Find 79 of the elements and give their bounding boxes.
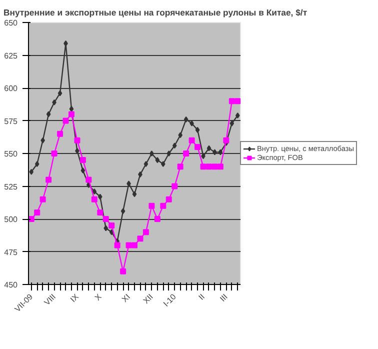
point <box>177 164 184 170</box>
point <box>200 164 206 170</box>
point <box>223 137 230 144</box>
y-tick-label: 650 <box>4 18 18 28</box>
point <box>155 157 160 164</box>
point <box>62 118 69 124</box>
point <box>68 111 74 118</box>
point <box>132 191 137 198</box>
point <box>206 145 212 152</box>
point <box>51 150 58 156</box>
point <box>166 150 172 156</box>
point <box>206 164 212 170</box>
point <box>69 106 74 112</box>
x-tick-label: X <box>93 292 104 302</box>
point <box>195 126 200 133</box>
x-tick-label: XII <box>142 292 155 306</box>
point <box>29 168 34 175</box>
point <box>126 242 132 248</box>
y-tick-label: 550 <box>4 150 18 158</box>
y-tick-label: 450 <box>4 280 18 290</box>
point <box>194 144 201 150</box>
point <box>120 208 126 214</box>
point <box>160 202 166 209</box>
point <box>102 216 109 222</box>
point <box>57 130 64 137</box>
point <box>212 164 218 170</box>
point <box>228 98 235 104</box>
point <box>172 142 177 149</box>
x-tick-label: III <box>218 292 230 304</box>
point <box>80 157 86 164</box>
point <box>172 183 178 190</box>
x-tick-label: VIII <box>42 292 58 308</box>
point <box>234 98 240 104</box>
y-tick-label: 500 <box>4 215 18 224</box>
point <box>160 160 166 167</box>
point <box>34 209 40 216</box>
y-tick-label: 525 <box>4 182 18 192</box>
point <box>144 160 148 167</box>
point <box>132 242 138 248</box>
x-tick-label: II <box>196 292 206 302</box>
point <box>80 168 86 174</box>
point <box>148 202 155 209</box>
point <box>109 229 114 236</box>
point <box>86 176 92 183</box>
chart-title: Внутренние и экспортные цены на горячекатаные рулоны в Китае, $/т <box>4 8 308 18</box>
point <box>150 150 154 156</box>
y-tick-label: 575 <box>4 116 18 126</box>
point <box>98 194 102 200</box>
point <box>104 225 108 232</box>
x-tick-label: I-10 <box>162 292 178 308</box>
point <box>74 137 80 144</box>
point <box>235 112 240 119</box>
point <box>91 196 98 202</box>
point <box>46 176 52 183</box>
point <box>28 216 34 222</box>
point <box>218 149 223 156</box>
x-tick-label: XI <box>120 292 132 304</box>
y-tick-label: 600 <box>4 84 18 93</box>
point <box>183 150 190 156</box>
point <box>184 116 188 122</box>
point <box>58 90 62 96</box>
y-tick-label: 625 <box>4 51 18 60</box>
point <box>108 222 115 229</box>
point <box>217 164 224 170</box>
point <box>166 196 172 202</box>
point <box>92 188 97 194</box>
point <box>137 236 144 242</box>
point <box>114 242 120 248</box>
point <box>154 216 160 222</box>
point <box>40 196 46 202</box>
point <box>34 160 40 167</box>
point <box>46 111 51 118</box>
point <box>120 268 126 274</box>
point <box>178 132 183 138</box>
y-tick-label: 475 <box>4 248 18 257</box>
point <box>142 229 149 236</box>
point <box>188 137 195 144</box>
point <box>97 209 104 216</box>
x-tick-label: IX <box>68 292 81 304</box>
